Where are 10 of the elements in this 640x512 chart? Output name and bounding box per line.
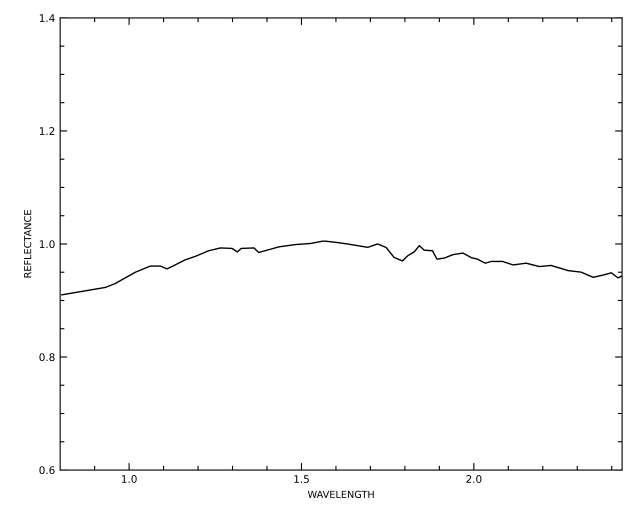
x-tick-label: 1.0 [122,475,137,483]
y-tick-label: 1.0 [40,240,55,248]
x-axis-title: WAVELENGTH [308,490,374,498]
x-tick-label: 1.5 [294,475,309,483]
y-tick-label: 1.2 [40,127,54,135]
x-tick-label: 2.0 [466,475,482,483]
y-tick-label: 0.6 [39,466,55,474]
y-tick-label: 0.8 [39,353,55,362]
y-tick-label: 1.4 [40,14,55,22]
y-axis-title: REFLECTANCE [24,210,32,278]
